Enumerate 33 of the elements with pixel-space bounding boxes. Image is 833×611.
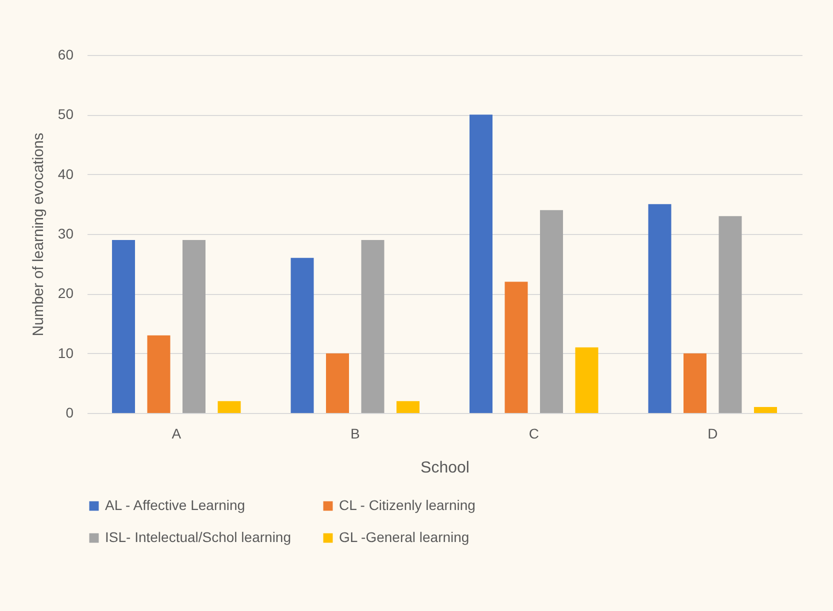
legend-label: ISL- Intelectual/Schol learning <box>105 529 291 545</box>
y-axis-title: Number of learning evocations <box>30 132 47 336</box>
y-tick-label: 40 <box>58 166 74 182</box>
bar <box>684 353 706 413</box>
y-tick-label: 60 <box>58 46 74 62</box>
bar <box>218 401 241 413</box>
legend-label: CL - Citizenly learning <box>339 497 476 513</box>
x-axis-title: School <box>420 460 470 476</box>
bar <box>290 258 314 413</box>
legend-label: GL -General learning <box>339 529 470 545</box>
x-tick-label: D <box>708 426 718 442</box>
bar <box>540 210 563 413</box>
y-tick-label: 30 <box>58 226 74 242</box>
x-tick-label: C <box>528 426 539 442</box>
bar <box>718 216 742 413</box>
bar <box>575 347 598 413</box>
bar <box>326 353 349 413</box>
bar <box>147 335 170 413</box>
y-tick-label: 20 <box>58 285 74 302</box>
y-tick-label: 0 <box>66 404 74 420</box>
bar <box>361 240 384 413</box>
bar <box>648 204 672 413</box>
x-tick-label: A <box>172 426 182 442</box>
y-tick-label: 10 <box>58 344 74 361</box>
legend-label: AL - Affective Learning <box>105 497 246 513</box>
bar <box>112 240 136 413</box>
x-tick-label: B <box>350 426 360 442</box>
bar <box>182 240 206 413</box>
y-tick-label: 50 <box>58 106 74 122</box>
bar <box>754 407 777 413</box>
bar <box>504 282 528 413</box>
bar <box>470 114 493 413</box>
bar <box>396 401 420 413</box>
